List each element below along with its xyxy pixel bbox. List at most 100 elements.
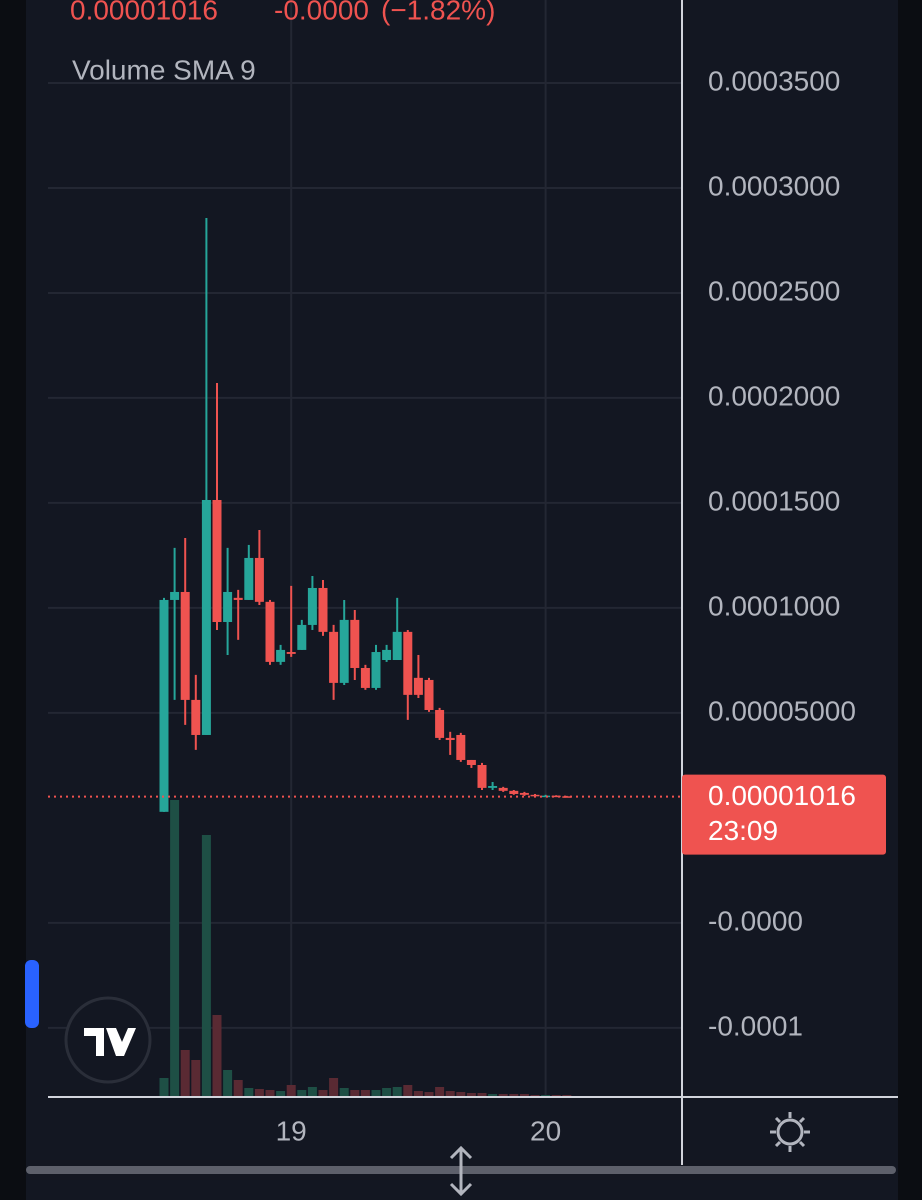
volume-bar (339, 1088, 349, 1097)
volume-bar (435, 1087, 445, 1097)
x-tick-label: 20 (530, 1115, 561, 1146)
volume-bar (170, 800, 180, 1097)
y-tick-label: 0.00005000 (708, 695, 856, 726)
volume-bar (498, 1094, 508, 1097)
volume-bar (445, 1091, 455, 1097)
logo[interactable] (64, 996, 152, 1084)
volume-bar (329, 1078, 339, 1097)
volume-bar (265, 1090, 275, 1097)
logo-mark (84, 1028, 136, 1056)
volume-bar (318, 1090, 328, 1097)
candle-body (329, 631, 339, 683)
right-edge (898, 0, 922, 1200)
volume-bar (371, 1090, 381, 1097)
candle-body (276, 649, 286, 662)
candle-body (170, 591, 180, 600)
y-tick-label: 0.0002000 (708, 380, 840, 411)
candle-body (562, 796, 572, 798)
volume-bar (477, 1093, 487, 1097)
candle-body (244, 557, 254, 600)
volume-bar (233, 1080, 243, 1097)
candle-body (541, 795, 551, 798)
candle-body (360, 667, 370, 688)
volume-pane (159, 800, 572, 1097)
y-tick-label: 0.0003500 (708, 65, 840, 96)
volume-bar (509, 1094, 519, 1097)
side-tab[interactable] (25, 960, 39, 1028)
volume-bar (223, 1070, 233, 1097)
candle-body (297, 624, 307, 650)
candle-body (371, 652, 381, 688)
volume-bar (424, 1092, 434, 1097)
settings-icon[interactable] (770, 1112, 810, 1152)
candle-body (212, 499, 222, 622)
volume-bar (488, 1094, 498, 1097)
volume-bar (180, 1050, 190, 1097)
y-tick-label: 0.0001500 (708, 485, 840, 516)
legend-change-pct: (−1.82%) (381, 0, 495, 25)
volume-bar (254, 1089, 264, 1097)
volume-bar (297, 1090, 307, 1097)
candle-body (223, 591, 233, 622)
y-tick-label: 0.0003000 (708, 170, 840, 201)
y-tick-label: 0.0001000 (708, 590, 840, 621)
candle-body (530, 794, 540, 797)
candle-body (466, 759, 476, 766)
volume-bar (456, 1092, 466, 1097)
x-tick-label: 19 (276, 1115, 307, 1146)
candle-body (318, 587, 328, 632)
candle-body (201, 499, 211, 735)
legend-change: -0.0000 (274, 0, 369, 25)
volume-bar (286, 1085, 296, 1097)
volume-bar (466, 1093, 476, 1097)
volume-bar (360, 1090, 370, 1097)
candle-body (424, 679, 434, 710)
grid (48, 0, 682, 1097)
candle-body (254, 557, 264, 602)
volume-bar (201, 835, 211, 1097)
volume-bar (212, 1015, 222, 1097)
volume-bar (350, 1090, 360, 1097)
indicator-label: Volume SMA 9 (72, 54, 256, 85)
last-price-label: 0.00001016 (708, 780, 856, 811)
candle-body (382, 649, 392, 661)
y-tick-label: -0.0000 (708, 905, 803, 936)
candle-body (159, 599, 169, 812)
candle-body (519, 792, 529, 795)
drag-handle[interactable] (449, 1145, 473, 1197)
y-tick-label: -0.0001 (708, 1010, 803, 1041)
candle-body (488, 786, 498, 788)
volume-bar (191, 1060, 201, 1097)
candle-body (413, 677, 423, 695)
candle-body (286, 652, 296, 654)
candle-body (551, 795, 561, 798)
candle-body (456, 734, 466, 760)
volume-bar (413, 1091, 423, 1097)
volume-bar (159, 1078, 169, 1097)
candles (159, 217, 572, 812)
legend-close: 0.00001016 (70, 0, 218, 25)
volume-bar (403, 1085, 413, 1097)
last-price-box (682, 774, 886, 855)
candle-body (435, 709, 445, 738)
candle-body (403, 631, 413, 695)
candle-body (350, 619, 360, 668)
volume-bar (392, 1087, 402, 1097)
volume-bar (307, 1087, 317, 1097)
candle-body (339, 619, 349, 683)
candle-body (498, 787, 508, 791)
price-tag: 0.00001016 23:09 (48, 774, 886, 855)
candle-body (233, 597, 243, 600)
countdown: 23:09 (708, 815, 778, 846)
candle-body (445, 737, 455, 741)
candle-body (307, 587, 317, 625)
volume-bar (519, 1094, 529, 1097)
candle-body (392, 631, 402, 661)
y-tick-label: 0.0002500 (708, 275, 840, 306)
candle-body (477, 765, 487, 788)
candle-body (509, 790, 519, 794)
left-edge (0, 0, 26, 1200)
